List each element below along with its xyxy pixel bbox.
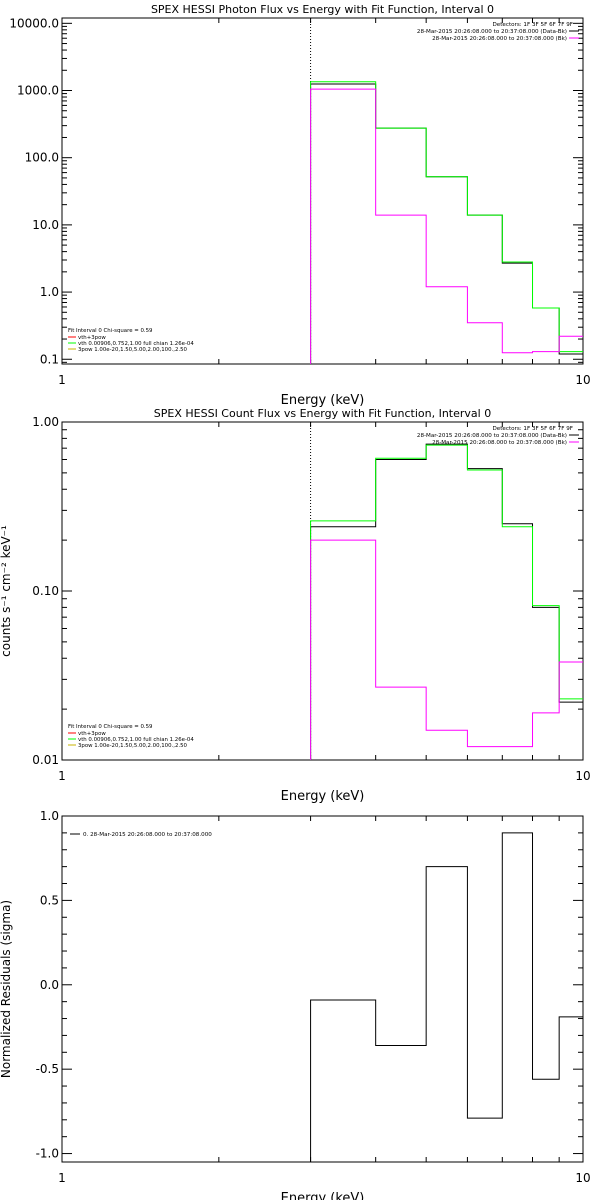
y-axis: 10000.0 1000.0 100.0 10.0 1.0 0.1: [9, 16, 583, 366]
legend-heading: Detectors: 1F 3F 5F 6F 7F 9F: [492, 426, 573, 432]
series-3-line: [310, 88, 583, 364]
fit-legend-label: vth 0.00906,0.752,1.00 full chian 1.26e-…: [78, 341, 194, 347]
y-axis: 1.00 0.10 0.01: [32, 415, 583, 767]
x-tick-label: 1: [58, 373, 66, 387]
y-axis-label: counts s⁻¹ cm⁻² keV⁻¹: [0, 525, 13, 657]
x-axis-label: Energy (keV): [281, 1191, 365, 1200]
y-tick-label: -1.0: [36, 1147, 59, 1161]
x-tick-label: 10: [575, 769, 590, 783]
fit-legend-heading: Fit Interval 0 Chi-square = 0.59: [68, 724, 153, 730]
panel-1: SPEX HESSI Photon Flux vs Energy with Fi…: [9, 3, 590, 408]
x-tick-label: 1: [58, 1171, 66, 1185]
chart-title: SPEX HESSI Photon Flux vs Energy with Fi…: [151, 3, 494, 16]
series-1-line: [310, 83, 583, 364]
y-tick-label: 0.01: [32, 753, 59, 767]
panel-2: SPEX HESSI Count Flux vs Energy with Fit…: [0, 407, 591, 804]
series-2-line: [310, 444, 583, 760]
y-tick-label: 1.0: [40, 809, 59, 823]
plot-frame: [61, 815, 584, 1163]
legend-heading: Detectors: 1F 3F 5F 6F 7F 9F: [492, 22, 573, 28]
x-tick-label: 10: [575, 373, 590, 387]
y-tick-label: 100.0: [25, 151, 59, 165]
y-tick-label: 1.00: [32, 415, 59, 429]
plot-frame: [61, 421, 584, 761]
legend-entry-label: 28-Mar-2015 20:26:08.000 to 20:37:08.000…: [432, 36, 567, 42]
legend-entry-label: 28-Mar-2015 20:26:08.000 to 20:37:08.000…: [432, 440, 567, 446]
y-tick-label: 10.0: [32, 218, 59, 232]
series-1-line: [310, 832, 583, 1162]
x-tick-label: 10: [575, 1171, 590, 1185]
y-axis: 1.0 0.5 0.0 -0.5 -1.0: [36, 809, 583, 1161]
series-2-line: [310, 81, 583, 364]
legend: 0. 28-Mar-2015 20:26:08.000 to 20:37:08.…: [70, 832, 212, 838]
fit-legend-label: 3pow 1.00e-20,1.50,5.00,2.00,100.,2.50: [78, 347, 188, 353]
y-tick-label: 0.1: [40, 352, 59, 366]
y-tick-label: 0.0: [40, 978, 59, 992]
legend: Detectors: 1F 3F 5F 6F 7F 9F28-Mar-2015 …: [417, 426, 579, 446]
legend: Detectors: 1F 3F 5F 6F 7F 9F28-Mar-2015 …: [417, 22, 579, 42]
y-tick-label: 1000.0: [17, 84, 59, 98]
y-tick-label: 10000.0: [9, 16, 59, 30]
y-tick-label: 0.10: [32, 584, 59, 598]
legend-entry-label: 28-Mar-2015 20:26:08.000 to 20:37:08.000…: [417, 29, 567, 35]
series-3-line: [310, 539, 583, 760]
x-axis-label: Energy (keV): [281, 393, 365, 408]
fit-legend-label: 3pow 1.00e-20,1.50,5.00,2.00,100.,2.50: [78, 743, 188, 749]
x-axis: 1 10: [58, 816, 591, 1185]
x-tick-label: 1: [58, 769, 66, 783]
x-axis-label: Energy (keV): [281, 789, 365, 804]
y-tick-label: -0.5: [36, 1062, 59, 1076]
y-tick-label: 0.5: [40, 893, 59, 907]
legend-entry-label: 28-Mar-2015 20:26:08.000 to 20:37:08.000…: [417, 433, 567, 439]
legend-entry-label: 0. 28-Mar-2015 20:26:08.000 to 20:37:08.…: [83, 832, 212, 838]
fit-legend: Fit Interval 0 Chi-square = 0.59vth+3pow…: [68, 328, 194, 353]
y-axis-label: Normalized Residuals (sigma): [0, 900, 13, 1078]
chart-title: SPEX HESSI Count Flux vs Energy with Fit…: [154, 407, 491, 420]
fit-legend-label: vth 0.00906,0.752,1.00 full chian 1.26e-…: [78, 737, 194, 743]
fit-legend-label: vth+3pow: [78, 731, 106, 737]
y-tick-label: 1.0: [40, 285, 59, 299]
plot-frame: [61, 17, 584, 365]
fit-legend-heading: Fit Interval 0 Chi-square = 0.59: [68, 328, 153, 334]
x-axis: 1 10: [58, 422, 591, 783]
panel-3: 1 10 Energy (keV) 1.0 0.5 0.0 -0.5 -1.0 Normaliz…: [0, 809, 591, 1200]
fit-legend: Fit Interval 0 Chi-square = 0.59vth+3pow…: [68, 724, 194, 749]
fit-legend-label: vth+3pow: [78, 335, 106, 341]
